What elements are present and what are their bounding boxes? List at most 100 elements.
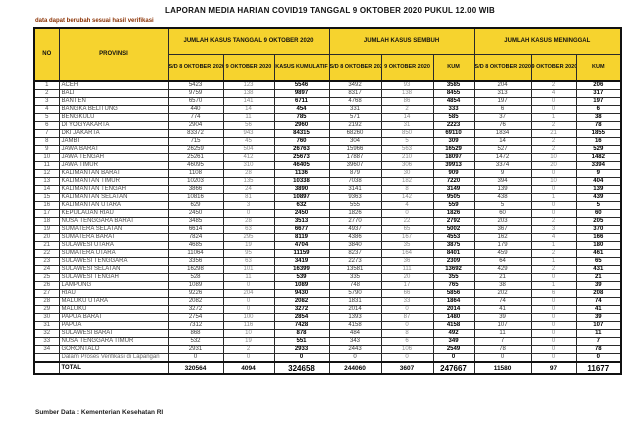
cell-kasus-new: 14 xyxy=(222,105,275,114)
cell-provinsi: KALIMANTAN TENGAH xyxy=(58,185,169,194)
cell-meninggal-new: 0 xyxy=(530,105,577,114)
cell-no: 20 xyxy=(33,233,60,242)
cell-sembuh-kum: 2014 xyxy=(432,305,475,314)
cell-kasus-new: 10 xyxy=(222,329,275,338)
cell-meninggal-kum: 65 xyxy=(575,257,622,266)
cell-sembuh-kum: 1480 xyxy=(432,313,475,322)
cell-meninggal-sd: 41 xyxy=(473,305,532,314)
cell-sembuh-kum: 4854 xyxy=(432,97,475,106)
cell-kasus-kum: 632 xyxy=(273,201,330,210)
cell-sembuh-kum: 4553 xyxy=(432,233,475,242)
cell-meninggal-new: 4 xyxy=(530,89,577,98)
cell-sembuh-new: 86 xyxy=(380,97,434,106)
cell-meninggal-sd: 313 xyxy=(473,89,532,98)
cell-kasus-new: 11 xyxy=(222,273,275,282)
cell-meninggal-new: 0 xyxy=(530,185,577,194)
table-header: NO PROVINSI JUMLAH KASUS TANGGAL 9 OKTOB… xyxy=(33,27,622,82)
cell-sembuh-sd: 2770 xyxy=(328,217,382,226)
cell-meninggal-sd: 394 xyxy=(473,177,532,186)
covid-report-table: NO PROVINSI JUMLAH KASUS TANGGAL 9 OKTOB… xyxy=(33,27,623,375)
cell-sembuh-kum: 8401 xyxy=(432,249,475,258)
cell-kasus-kum: 2933 xyxy=(273,345,330,354)
cell-kasus-sd: 868 xyxy=(167,329,224,338)
cell-kasus-kum: 760 xyxy=(273,137,330,146)
cell-no: 13 xyxy=(33,177,60,186)
cell-meninggal-sd: 527 xyxy=(473,145,532,154)
cell-sembuh-new: 850 xyxy=(380,129,434,138)
cell-kasus-sd: 3866 xyxy=(167,185,224,194)
table-row: 10 JAWA TENGAH 25261 412 25673 17887 210 18097 1… xyxy=(33,153,622,162)
cell-meninggal-new: 97 xyxy=(530,361,577,375)
cell-meninggal-kum: 60 xyxy=(575,209,622,218)
cell-sembuh-new: 36 xyxy=(380,257,434,266)
cell-meninggal-kum: 6 xyxy=(575,105,622,114)
cell-sembuh-sd: 4768 xyxy=(328,97,382,106)
cell-provinsi: BALI xyxy=(58,89,169,98)
cell-meninggal-new: 0 xyxy=(530,209,577,218)
header-group-meninggal: JUMLAH KASUS MENINGGAL xyxy=(473,27,622,55)
cell-kasus-sd: 7312 xyxy=(167,321,224,330)
cell-sembuh-kum: 16529 xyxy=(432,145,475,154)
cell-kasus-kum: 1089 xyxy=(273,281,330,290)
cell-kasus-new: 100 xyxy=(222,313,275,322)
cell-kasus-kum: 1136 xyxy=(273,169,330,178)
cell-sembuh-new: 164 xyxy=(380,249,434,258)
cell-sembuh-new: 167 xyxy=(380,233,434,242)
cell-meninggal-sd: 39 xyxy=(473,313,532,322)
cell-sembuh-sd: 2273 xyxy=(328,257,382,266)
cell-kasus-new: 45 xyxy=(222,137,275,146)
table-row: 4 BANGKA BELITUNG 440 14 454 331 2 333 6 0 6 xyxy=(33,105,622,114)
cell-provinsi: KALIMANTAN TIMUR xyxy=(58,177,169,186)
cell-kasus-kum: 46405 xyxy=(273,161,330,170)
cell-meninggal-sd: 11580 xyxy=(473,361,532,375)
cell-meninggal-new: 10 xyxy=(530,153,577,162)
cell-kasus-kum: 7428 xyxy=(273,321,330,330)
cell-kasus-kum: 16399 xyxy=(273,265,330,274)
cell-meninggal-new: 2 xyxy=(530,145,577,154)
cell-sembuh-sd: 335 xyxy=(328,273,382,282)
cell-meninggal-kum: 0 xyxy=(575,353,622,363)
cell-kasus-kum: 4704 xyxy=(273,241,330,250)
cell-kasus-sd: 11064 xyxy=(167,249,224,258)
cell-sembuh-sd: 555 xyxy=(328,201,382,210)
cell-meninggal-kum: 205 xyxy=(575,217,622,226)
cell-kasus-new: 116 xyxy=(222,321,275,330)
cell-sembuh-sd: 8317 xyxy=(328,89,382,98)
cell-sembuh-kum: 492 xyxy=(432,329,475,338)
cell-no: 31 xyxy=(33,321,60,330)
cell-meninggal-sd: 1472 xyxy=(473,153,532,162)
cell-sembuh-kum: 2309 xyxy=(432,257,475,266)
cell-meninggal-kum: 11 xyxy=(575,329,622,338)
table-row: 1 ACEH 5423 123 5546 3492 93 3585 204 2 206 xyxy=(33,80,622,90)
cell-meninggal-sd: 5 xyxy=(473,201,532,210)
cell-meninggal-new: 0 xyxy=(530,169,577,178)
cell-sembuh-kum: 69110 xyxy=(432,129,475,138)
cell-kasus-kum: 551 xyxy=(273,337,330,346)
table-row: 2 BALI 9759 138 9897 8317 138 8455 313 4 317 xyxy=(33,89,622,98)
cell-sembuh-kum: 5856 xyxy=(432,289,475,298)
cell-sembuh-new: 138 xyxy=(380,89,434,98)
cell-meninggal-kum: 39 xyxy=(575,281,622,290)
cell-no: 33 xyxy=(33,337,60,346)
cell-sembuh-new: 35 xyxy=(380,241,434,250)
cell-no: 21 xyxy=(33,241,60,250)
cell-sembuh-kum: 7220 xyxy=(432,177,475,186)
cell-sembuh-new: 0 xyxy=(380,353,434,363)
cell-provinsi: KALIMANTAN UTARA xyxy=(58,201,169,210)
cell-meninggal-kum: 180 xyxy=(575,241,622,250)
cell-kasus-kum: 9897 xyxy=(273,89,330,98)
cell-sembuh-new: 142 xyxy=(380,193,434,202)
cell-sembuh-sd: 3141 xyxy=(328,185,382,194)
cell-meninggal-new: 1 xyxy=(530,113,577,122)
cell-no: 2 xyxy=(33,89,60,98)
cell-meninggal-new: 21 xyxy=(530,129,577,138)
cell-provinsi: DI YOGYAKARTA xyxy=(58,121,169,130)
cell-sembuh-kum: 355 xyxy=(432,273,475,282)
cell-sembuh-kum: 9505 xyxy=(432,193,475,202)
cell-kasus-kum: 11159 xyxy=(273,249,330,258)
cell-sembuh-kum: 8455 xyxy=(432,89,475,98)
cell-kasus-new: 295 xyxy=(222,233,275,242)
cell-meninggal-kum: 404 xyxy=(575,177,622,186)
cell-provinsi: KEPULAUAN RIAU xyxy=(58,209,169,218)
verification-note: data dapat berubah sesuai hasil verifika… xyxy=(35,18,154,24)
